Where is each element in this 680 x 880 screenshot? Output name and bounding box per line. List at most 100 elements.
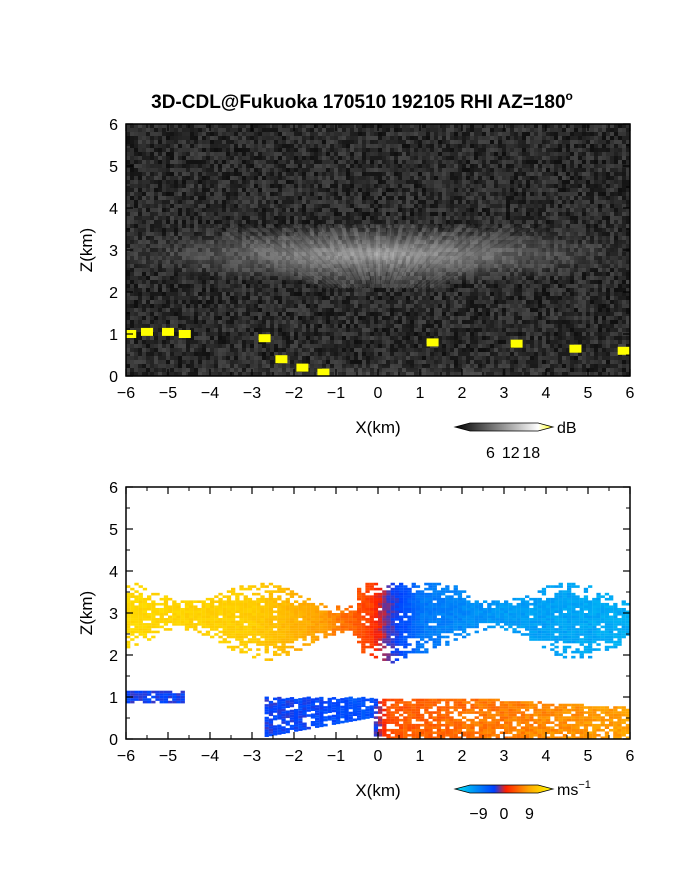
intensity-noise-cell — [130, 192, 134, 196]
intensity-noise-cell — [222, 144, 226, 148]
intensity-noise-cell — [142, 172, 146, 176]
intensity-noise-cell — [290, 208, 294, 212]
intensity-noise-cell — [438, 140, 442, 144]
intensity-noise-cell — [326, 140, 330, 144]
intensity-noise-cell — [246, 132, 250, 136]
intensity-noise-cell — [166, 168, 170, 172]
intensity-noise-cell — [294, 140, 298, 144]
intensity-noise-cell — [514, 164, 518, 168]
intensity-noise-cell — [626, 172, 630, 176]
intensity-noise-cell — [386, 220, 390, 224]
intensity-noise-cell — [534, 132, 538, 136]
intensity-noise-cell — [538, 168, 542, 172]
intensity-noise-cell — [550, 152, 554, 156]
intensity-noise-cell — [570, 140, 574, 144]
intensity-noise-cell — [510, 168, 514, 172]
intensity-noise-cell — [250, 156, 254, 160]
intensity-noise-cell — [562, 184, 566, 188]
intensity-noise-cell — [178, 216, 182, 220]
intensity-noise-cell — [578, 184, 582, 188]
intensity-noise-cell — [386, 132, 390, 136]
intensity-noise-cell — [486, 164, 490, 168]
intensity-noise-cell — [278, 144, 282, 148]
intensity-noise-cell — [170, 140, 174, 144]
intensity-noise-cell — [342, 192, 346, 196]
intensity-noise-cell — [454, 184, 458, 188]
intensity-noise-cell — [158, 164, 162, 168]
intensity-noise-cell — [434, 200, 438, 204]
intensity-noise-cell — [138, 168, 142, 172]
intensity-noise-cell — [198, 204, 202, 208]
intensity-noise-cell — [154, 196, 158, 200]
intensity-noise-cell — [294, 160, 298, 164]
intensity-noise-cell — [414, 200, 418, 204]
intensity-noise-cell — [126, 144, 130, 148]
intensity-noise-cell — [258, 128, 262, 132]
intensity-noise-cell — [594, 208, 598, 212]
intensity-noise-cell — [406, 184, 410, 188]
intensity-noise-cell — [298, 144, 302, 148]
intensity-noise-cell — [326, 220, 330, 224]
intensity-noise-cell — [290, 176, 294, 180]
intensity-noise-cell — [482, 204, 486, 208]
intensity-noise-cell — [338, 136, 342, 140]
intensity-noise-cell — [350, 184, 354, 188]
intensity-noise-cell — [466, 172, 470, 176]
intensity-noise-cell — [246, 184, 250, 188]
intensity-noise-cell — [462, 200, 466, 204]
intensity-noise-cell — [302, 124, 306, 128]
intensity-noise-cell — [382, 176, 386, 180]
intensity-noise-cell — [614, 236, 618, 240]
intensity-noise-cell — [158, 176, 162, 180]
intensity-noise-cell — [570, 220, 574, 224]
intensity-noise-cell — [410, 128, 414, 132]
intensity-noise-cell — [158, 232, 162, 236]
intensity-noise-cell — [346, 196, 350, 200]
intensity-noise-cell — [210, 144, 214, 148]
intensity-noise-cell — [478, 204, 482, 208]
intensity-noise-cell — [626, 144, 630, 148]
intensity-noise-cell — [242, 168, 246, 172]
intensity-noise-cell — [294, 200, 298, 204]
intensity-noise-cell — [346, 220, 350, 224]
intensity-noise-cell — [414, 180, 418, 184]
intensity-noise-cell — [254, 140, 258, 144]
intensity-noise-cell — [598, 212, 602, 216]
intensity-noise-cell — [414, 136, 418, 140]
intensity-noise-cell — [138, 204, 142, 208]
intensity-noise-cell — [490, 128, 494, 132]
intensity-noise-cell — [490, 204, 494, 208]
intensity-noise-cell — [146, 280, 150, 284]
intensity-noise-cell — [326, 196, 330, 200]
intensity-noise-cell — [234, 132, 238, 136]
intensity-noise-cell — [598, 128, 602, 132]
intensity-noise-cell — [486, 208, 490, 212]
intensity-noise-cell — [510, 184, 514, 188]
intensity-noise-cell — [514, 224, 518, 228]
intensity-noise-cell — [502, 144, 506, 148]
intensity-noise-cell — [606, 184, 610, 188]
intensity-noise-cell — [370, 136, 374, 140]
intensity-noise-cell — [198, 124, 202, 128]
intensity-noise-cell — [170, 208, 174, 212]
intensity-noise-cell — [178, 172, 182, 176]
intensity-noise-cell — [370, 144, 374, 148]
intensity-noise-cell — [574, 180, 578, 184]
intensity-noise-cell — [222, 224, 226, 228]
intensity-noise-cell — [266, 216, 270, 220]
intensity-noise-cell — [606, 164, 610, 168]
intensity-noise-cell — [542, 168, 546, 172]
intensity-noise-cell — [406, 124, 410, 128]
intensity-noise-cell — [218, 140, 222, 144]
intensity-noise-cell — [146, 228, 150, 232]
intensity-noise-cell — [238, 148, 242, 152]
intensity-noise-cell — [578, 144, 582, 148]
intensity-noise-cell — [314, 168, 318, 172]
intensity-noise-cell — [410, 152, 414, 156]
intensity-noise-cell — [522, 212, 526, 216]
intensity-noise-cell — [278, 172, 282, 176]
intensity-noise-cell — [134, 192, 138, 196]
intensity-noise-cell — [194, 144, 198, 148]
intensity-noise-cell — [626, 180, 630, 184]
